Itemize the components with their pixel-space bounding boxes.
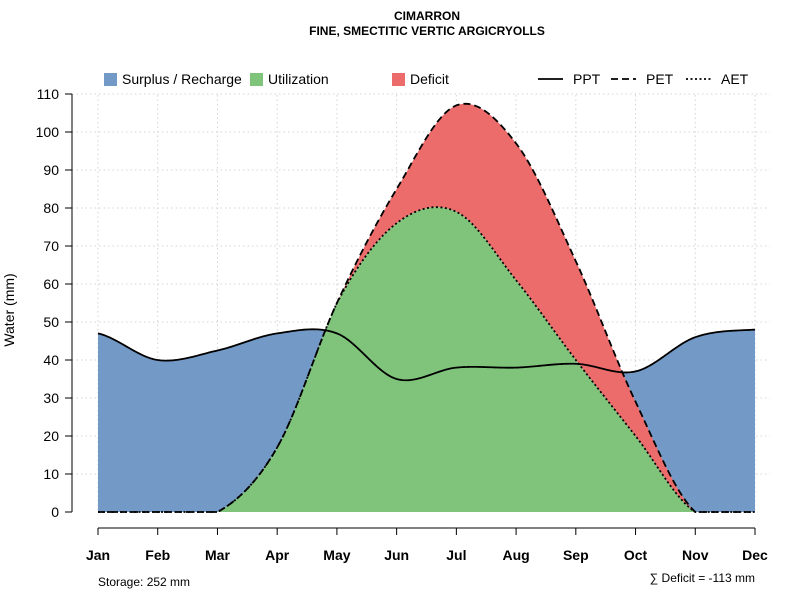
y-tick-label: 80	[43, 200, 59, 216]
x-tick-label-dec: Dec	[742, 547, 768, 563]
area-fills	[98, 103, 755, 512]
series-line-aet	[98, 206, 755, 513]
x-tick-label-apr: Apr	[265, 547, 290, 563]
axes: 0 10 20 30 40 50 60 70 80 90 100 110 Jan Feb Mar Apr May…	[36, 86, 768, 563]
y-tick-label: 100	[36, 124, 60, 140]
series-line-pet	[98, 102, 755, 513]
x-tick-label-nov: Nov	[682, 547, 709, 563]
x-tick-label-aug: Aug	[502, 547, 529, 563]
legend-swatch-1	[104, 73, 117, 86]
x-tick-label-oct: Oct	[624, 547, 648, 563]
legend-swatch-3	[392, 73, 405, 86]
y-tick-label: 40	[43, 352, 59, 368]
legend-label-fill-1: Surplus / Recharge	[122, 71, 242, 87]
legend-swatch-2	[250, 73, 263, 86]
y-tick-label: 50	[43, 314, 59, 330]
x-tick-label-jul: Jul	[446, 547, 466, 563]
legend-label-fill-2: Utilization	[268, 71, 329, 87]
y-tick-label: 0	[51, 504, 59, 520]
y-axis-label: Water (mm)	[1, 273, 17, 346]
x-tick-label-feb: Feb	[145, 547, 170, 563]
legend-label-fill-3: Deficit	[410, 71, 449, 87]
series-line-ppt	[97, 328, 756, 382]
x-tick-label-sep: Sep	[563, 547, 589, 563]
x-tick-label-mar: Mar	[205, 547, 230, 563]
legend-label-ppt: PPT	[573, 71, 601, 87]
y-tick-label: 60	[43, 276, 59, 292]
x-tick-label-may: May	[323, 547, 350, 563]
x-tick-label-jun: Jun	[384, 547, 409, 563]
y-tick-label: 30	[43, 390, 59, 406]
y-tick-label: 110	[37, 86, 60, 102]
x-tick-label-jan: Jan	[86, 547, 110, 563]
legend-label-aet: AET	[721, 71, 749, 87]
y-tick-label: 70	[43, 238, 59, 254]
legend: Surplus / Recharge Utilization Deficit PPT P…	[104, 71, 749, 87]
deficit-note: ∑ Deficit = -113 mm	[650, 571, 755, 585]
chart-subtitle: FINE, SMECTITIC VERTIC ARGICRYOLLS	[309, 24, 545, 38]
deficit-area	[98, 103, 755, 512]
series-lines	[97, 102, 756, 513]
y-tick-label: 10	[43, 466, 59, 482]
y-tick-label: 90	[43, 162, 59, 178]
chart-title: CIMARRON	[394, 9, 460, 23]
storage-note: Storage: 252 mm	[98, 575, 190, 589]
utilization-area	[98, 207, 755, 512]
y-tick-label: 20	[43, 428, 59, 444]
legend-label-pet: PET	[646, 71, 674, 87]
